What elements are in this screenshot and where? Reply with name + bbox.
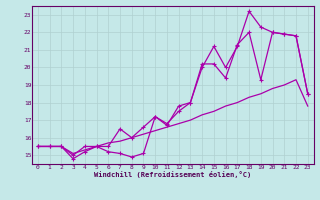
X-axis label: Windchill (Refroidissement éolien,°C): Windchill (Refroidissement éolien,°C) (94, 171, 252, 178)
